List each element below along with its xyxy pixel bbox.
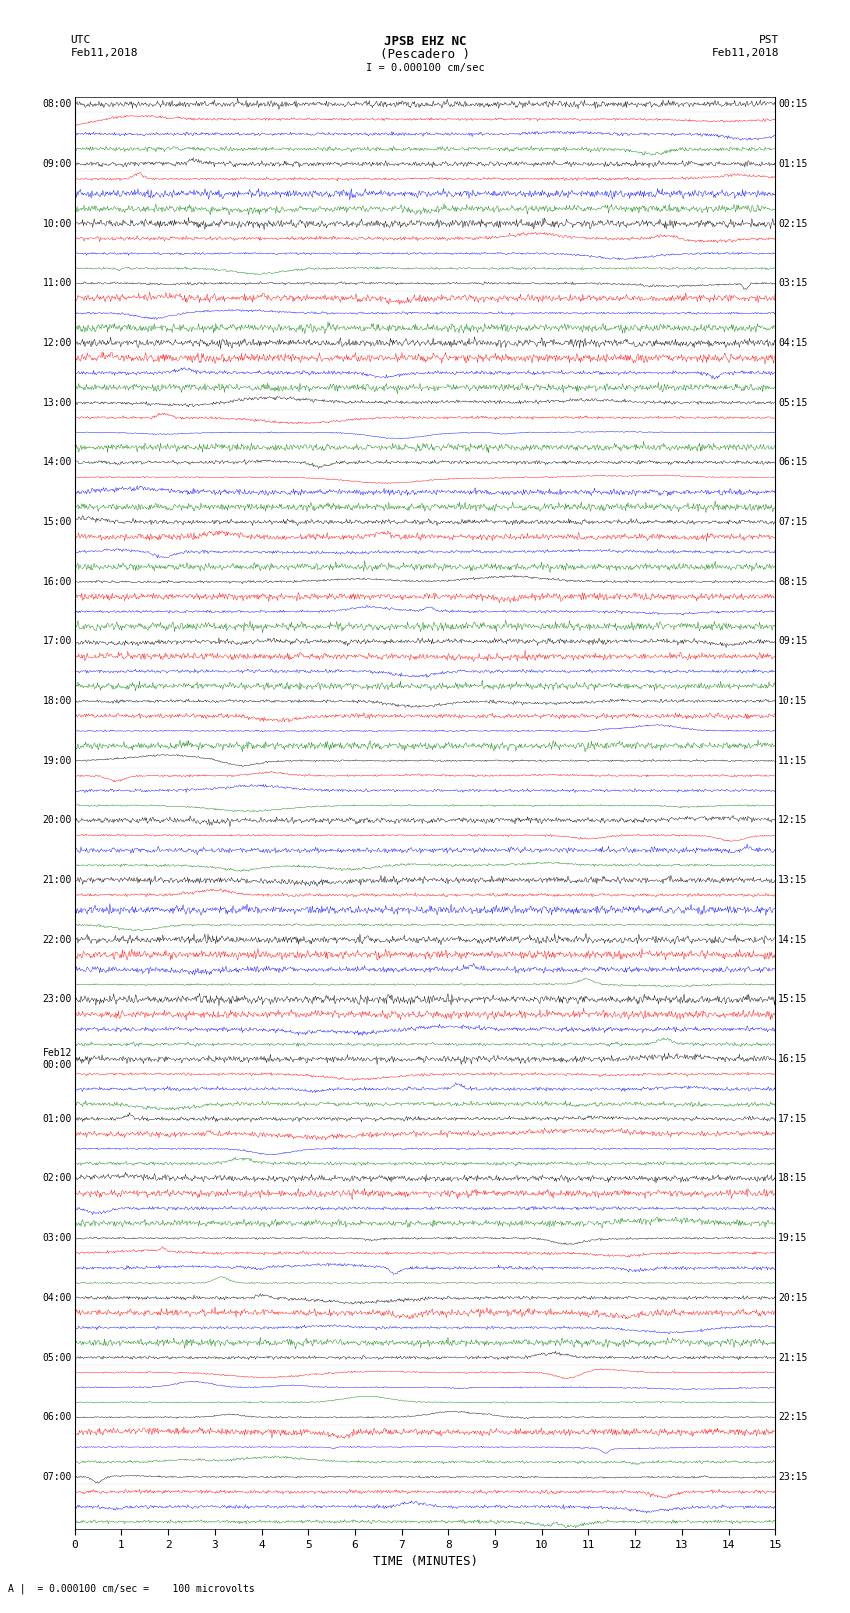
Text: Feb11,2018: Feb11,2018 — [712, 48, 779, 58]
Text: PST: PST — [759, 35, 779, 45]
Text: A |  = 0.000100 cm/sec =    100 microvolts: A | = 0.000100 cm/sec = 100 microvolts — [8, 1582, 255, 1594]
Text: (Pescadero ): (Pescadero ) — [380, 48, 470, 61]
Text: UTC: UTC — [71, 35, 91, 45]
Text: I = 0.000100 cm/sec: I = 0.000100 cm/sec — [366, 63, 484, 73]
Text: JPSB EHZ NC: JPSB EHZ NC — [383, 35, 467, 48]
Text: Feb11,2018: Feb11,2018 — [71, 48, 138, 58]
X-axis label: TIME (MINUTES): TIME (MINUTES) — [372, 1555, 478, 1568]
